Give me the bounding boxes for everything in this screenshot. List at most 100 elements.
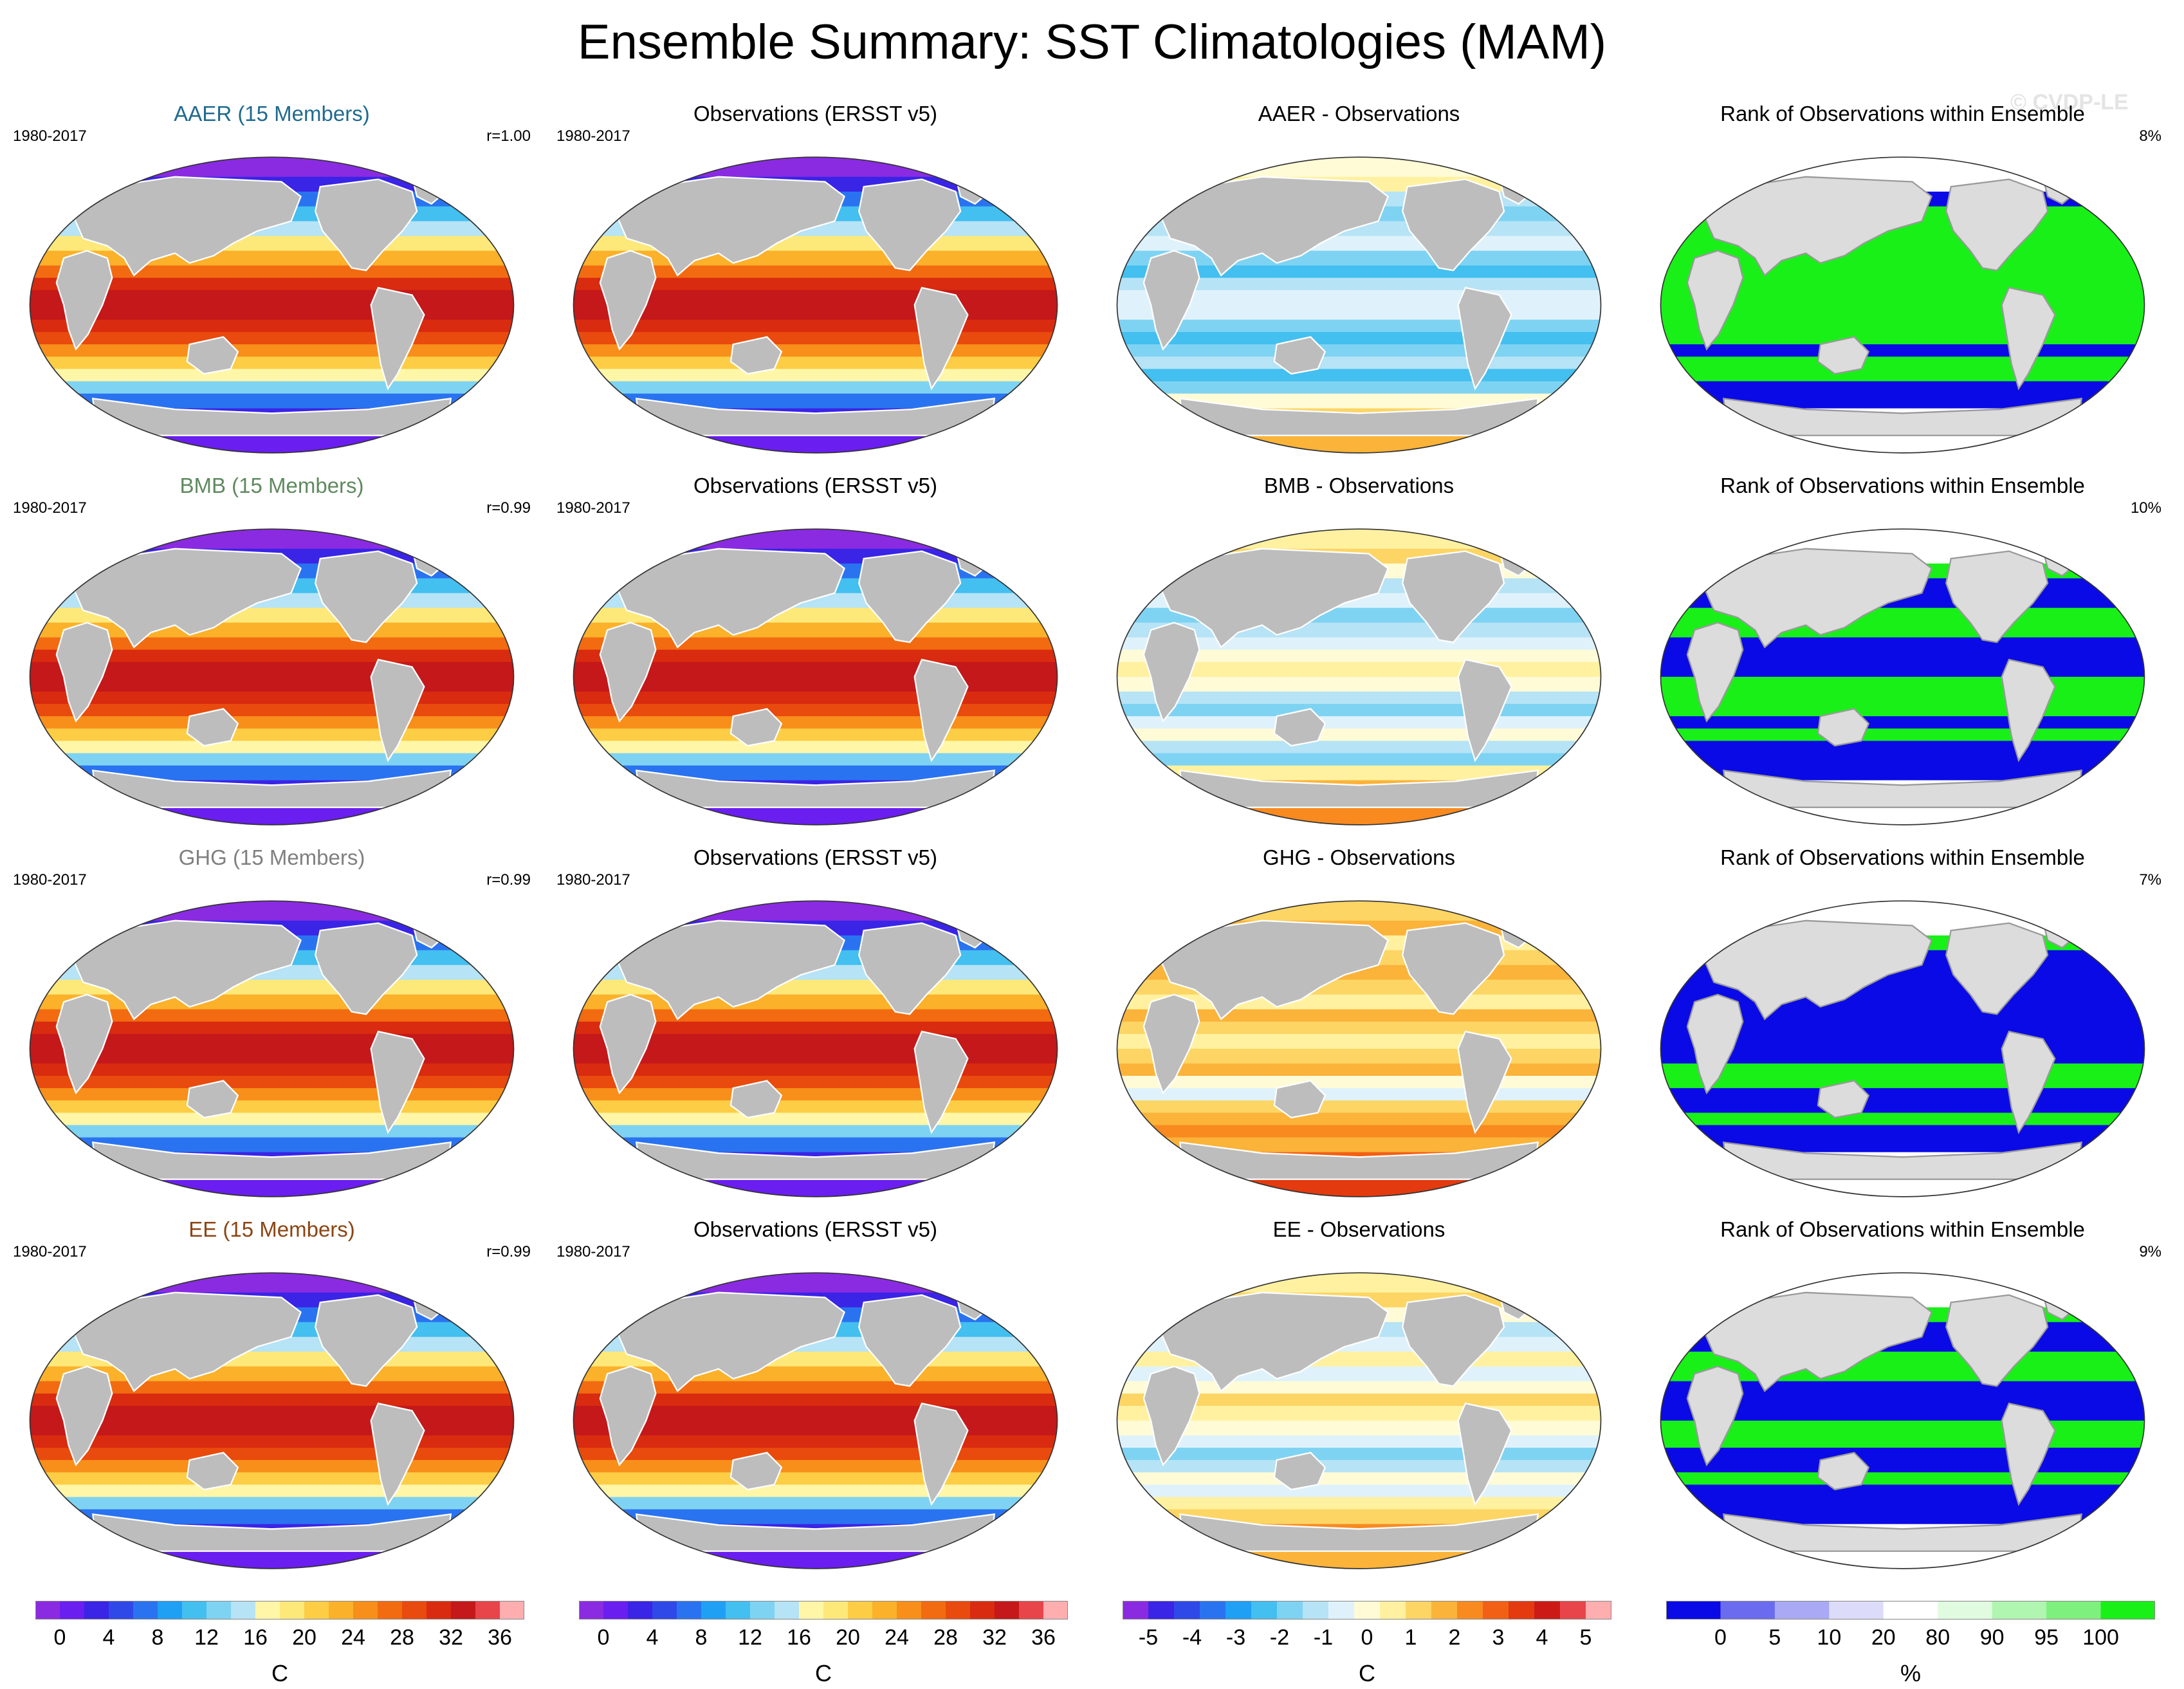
colorbar-swatch	[1534, 1601, 1561, 1619]
north-america-landmass	[1945, 922, 2049, 1015]
model-field-band	[30, 1420, 514, 1436]
obs-field-band	[573, 728, 1058, 742]
colorbar-tick-label: 16	[787, 1625, 811, 1650]
colorbar-tick-label: 90	[1980, 1625, 2005, 1650]
colorbar-swatch	[995, 1601, 1020, 1619]
colorbar-tick-label: -4	[1182, 1625, 1202, 1650]
australia-landmass	[730, 1452, 783, 1491]
eurasia-landmass	[73, 1291, 302, 1392]
model-field-band	[30, 1381, 514, 1394]
eurasia-landmass	[616, 548, 845, 649]
australia-landmass	[186, 1080, 239, 1119]
obs-field-band	[573, 344, 1058, 358]
diff-map	[1116, 156, 1602, 454]
panel-title: BMB - Observations	[1263, 474, 1454, 497]
colorbar-tick-label: 20	[836, 1625, 860, 1650]
panel-diff-row-3: GHG - Observations	[1087, 845, 1631, 1217]
obs-field-band	[573, 381, 1058, 394]
panel-period: 1980-2017	[556, 871, 630, 889]
diff-field-band	[1117, 1088, 1601, 1102]
obs-field-band	[573, 691, 1058, 705]
colorbar-swatch	[1720, 1601, 1776, 1619]
diff-field-band	[1117, 393, 1601, 409]
model-field-band	[30, 1484, 514, 1498]
colorbar-swatch	[1303, 1601, 1329, 1619]
rank-field-band	[1660, 1381, 2145, 1394]
colorbar-tick-label: -5	[1139, 1625, 1158, 1650]
diff-field-band	[1117, 1484, 1601, 1498]
rank-field-band	[1660, 691, 2145, 705]
colorbar-swatch	[1406, 1601, 1432, 1619]
rank-field-band	[1660, 741, 2145, 754]
rank-map	[1660, 900, 2145, 1197]
colorbar-obs: 0 4 8 12 16 20 24 28 32 36 C	[579, 1601, 1068, 1686]
colorbar-swatch	[701, 1601, 726, 1619]
colorbar-swatch	[921, 1601, 946, 1619]
south-america-landmass	[913, 658, 969, 762]
south-america-landmass	[2001, 658, 2056, 762]
model-field-band	[30, 691, 514, 705]
colorbar-swatch	[475, 1601, 500, 1619]
australia-landmass	[1273, 1080, 1326, 1119]
model-map	[29, 156, 515, 454]
colorbar-tick-label: 36	[1031, 1625, 1056, 1650]
diff-field-band	[1117, 1472, 1601, 1486]
model-map	[29, 1272, 515, 1569]
rank-field-band	[1660, 1484, 2145, 1498]
eurasia-landmass	[73, 548, 302, 649]
north-america-landmass	[858, 550, 962, 643]
model-field-band	[30, 277, 514, 291]
colorbar-swatch	[799, 1601, 824, 1619]
australia-landmass	[730, 1080, 783, 1119]
south-america-landmass	[913, 1402, 969, 1506]
diff-field-band	[1117, 344, 1601, 358]
colorbar-swatch	[1277, 1601, 1303, 1619]
obs-field-band	[573, 741, 1058, 754]
model-map	[29, 528, 515, 826]
obs-field-band	[573, 901, 1058, 921]
colorbar-tick-label: 95	[2034, 1625, 2059, 1650]
model-field-band	[30, 1088, 514, 1102]
model-field-band	[30, 344, 514, 358]
colorbar-swatch	[182, 1601, 207, 1619]
colorbar-swatch	[897, 1601, 922, 1619]
panel-rank-row-3: Rank of Observations within Ensemble 7%	[1631, 845, 2174, 1217]
north-america-landmass	[1402, 178, 1505, 272]
australia-landmass	[1817, 336, 1870, 375]
colorbar-swatch	[1148, 1601, 1175, 1619]
africa-landmass	[1686, 622, 1744, 723]
rank-field-band	[1660, 1021, 2145, 1035]
colorbar-swatch	[84, 1601, 109, 1619]
panel-obs-row-2: Observations (ERSST v5) 1980-2017	[544, 474, 1087, 845]
panel-title: Rank of Observations within Ensemble	[1720, 474, 2085, 497]
panel-period: 1980-2017	[556, 1243, 630, 1260]
colorbar-swatch	[1992, 1601, 2047, 1619]
model-field-band	[30, 637, 514, 651]
diff-field-band	[1117, 1497, 1601, 1510]
colorbar-swatch	[1586, 1601, 1611, 1619]
obs-field-band	[573, 1497, 1058, 1510]
colorbar-swatch	[1380, 1601, 1406, 1619]
obs-field-band	[573, 649, 1058, 663]
eurasia-landmass	[616, 919, 845, 1020]
panel-title: Rank of Observations within Ensemble	[1720, 845, 2085, 869]
colorbar-tick-label: 4	[1536, 1625, 1548, 1650]
australia-landmass	[186, 708, 239, 747]
diff-field-band	[1117, 1273, 1601, 1293]
diff-field-band	[1117, 265, 1601, 279]
diff-field-band	[1117, 649, 1601, 663]
south-america-landmass	[370, 1402, 425, 1506]
australia-landmass	[1817, 708, 1870, 747]
rank-field-band	[1660, 1125, 2145, 1138]
eurasia-landmass	[616, 1291, 845, 1392]
panel-title: EE - Observations	[1272, 1217, 1445, 1241]
obs-field-band	[573, 1075, 1058, 1089]
panel-diff-row-2: BMB - Observations	[1087, 474, 1631, 845]
obs-field-band	[573, 1125, 1058, 1138]
map-outline	[1116, 900, 1602, 1197]
colorbar-tick-label: 4	[103, 1625, 115, 1650]
colorbar-tick-label: 8	[152, 1625, 164, 1650]
model-field-band	[30, 356, 514, 370]
obs-map	[573, 1272, 1058, 1569]
colorbar-swatch	[750, 1601, 775, 1619]
